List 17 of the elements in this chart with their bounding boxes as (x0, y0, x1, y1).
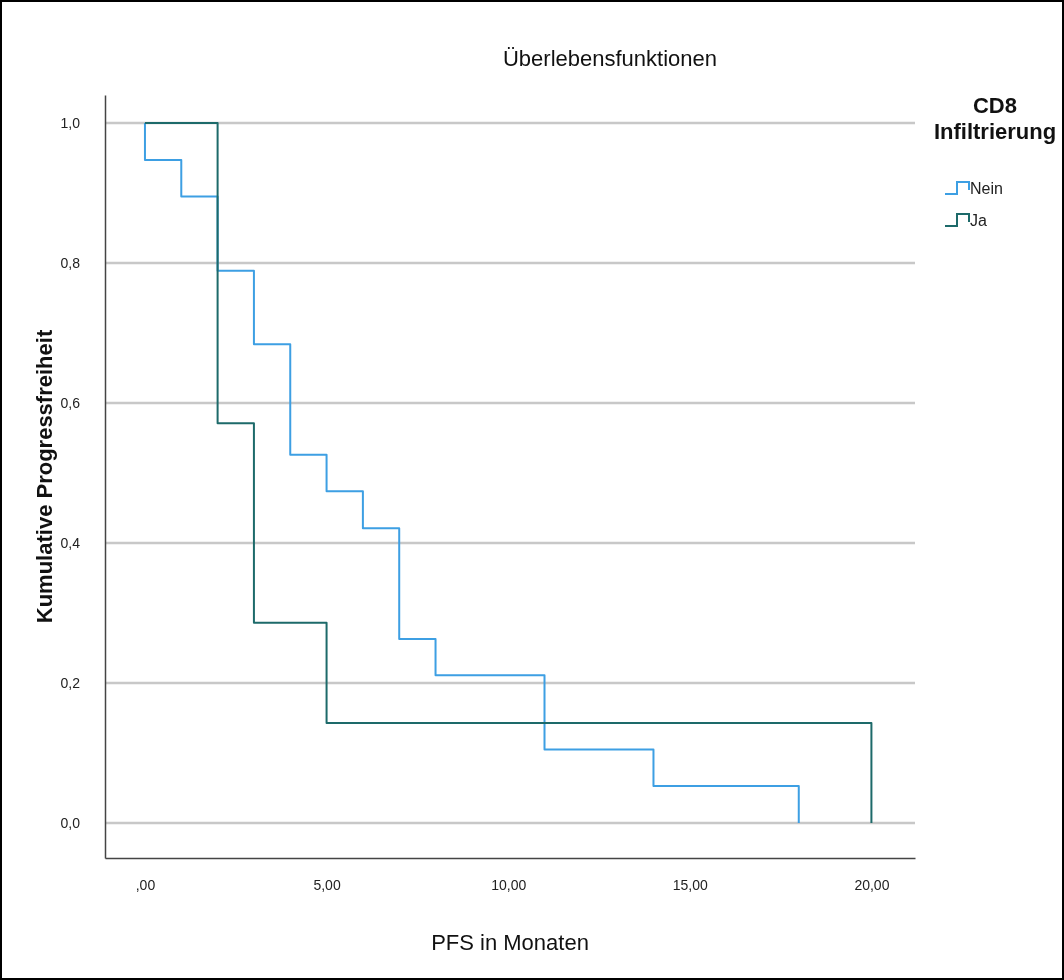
x-tick-label: 5,00 (313, 876, 341, 893)
x-axis-title: PFS in Monaten (431, 930, 589, 955)
y-axis-title: Kumulative Progressfreiheit (32, 329, 57, 624)
chart-title: Überlebensfunktionen (502, 46, 718, 71)
x-tick-label: 20,00 (854, 876, 890, 893)
legend-label: Ja (970, 212, 987, 229)
x-tick-label: ,00 (135, 876, 156, 893)
y-tick-label: 0,8 (60, 254, 81, 271)
y-tick-label: 0,6 (60, 394, 81, 411)
legend-title: CD8 Infiltrierung (933, 93, 1057, 144)
y-tick-label: 0,2 (60, 674, 81, 691)
x-tick-label: 15,00 (672, 876, 709, 893)
y-tick-label: 0,4 (60, 534, 81, 551)
y-tick-label: 1,0 (60, 114, 81, 131)
y-tick-label: 0,0 (60, 814, 81, 831)
legend-label: Nein (970, 180, 1003, 197)
x-tick-label: 10,00 (491, 876, 527, 893)
